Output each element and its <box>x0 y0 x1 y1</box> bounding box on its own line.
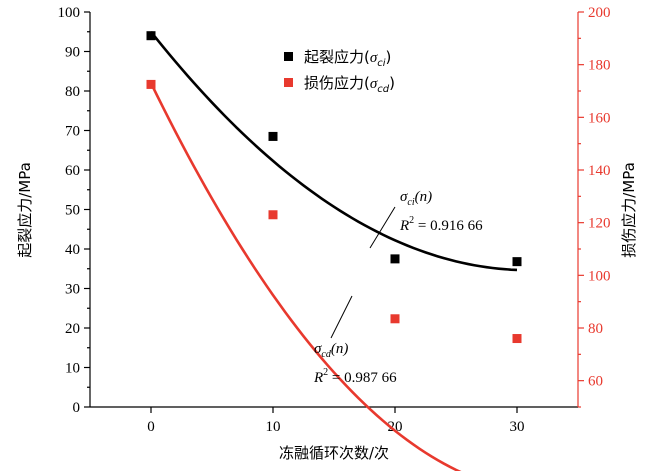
annotation-ci-sub: ci <box>407 197 414 208</box>
right-y-ticks: 60 80 100 120 140 160 180 200 <box>578 5 611 408</box>
annotation-ci-symbol: σ <box>400 189 408 205</box>
annotation-cd-sub: cd <box>321 349 331 360</box>
left-y-tick-label: 90 <box>65 45 80 61</box>
annotation-cd-r-value: = 0.987 66 <box>328 370 397 386</box>
legend-label-cd: 损伤应力(σcd) <box>304 74 395 95</box>
legend-ci-suffix: ) <box>386 48 392 66</box>
annotation-ci-arg: (n) <box>415 189 433 205</box>
annotation-cd-r-sup: 2 <box>323 367 328 378</box>
legend-marker-ci <box>284 52 293 61</box>
data-points <box>146 31 522 344</box>
right-y-axis-title: 损伤应力/MPa <box>620 162 638 258</box>
annotation-ci-r-sup: 2 <box>409 215 414 226</box>
annotation-ci-r2: R2 = 0.916 66 <box>399 215 483 234</box>
data-point-ci <box>512 257 522 267</box>
left-y-tick-label: 40 <box>65 242 80 258</box>
right-y-tick-label: 140 <box>588 163 611 179</box>
legend-cd-symbol: σ <box>370 76 378 92</box>
x-tick-label: 0 <box>147 419 155 435</box>
right-y-tick-label: 160 <box>588 110 611 126</box>
x-tick-label: 10 <box>266 419 281 435</box>
left-y-tick-label: 70 <box>65 124 80 140</box>
legend: 起裂应力(σci) 损伤应力(σcd) <box>284 48 395 95</box>
left-y-axis-title: 起裂应力/MPa <box>16 162 34 258</box>
data-point-cd <box>146 79 156 89</box>
x-tick-label: 30 <box>510 419 525 435</box>
left-y-tick-label: 50 <box>65 203 80 219</box>
annotation-ci-function: σci(n) <box>400 189 432 208</box>
left-y-tick-label: 80 <box>65 84 80 100</box>
right-y-tick-label: 80 <box>588 321 603 337</box>
annotation-cd-function: σcd(n) <box>314 341 348 360</box>
x-axis-title: 冻融循环次数/次 <box>279 444 389 462</box>
annotation-cd-arg: (n) <box>331 341 349 357</box>
left-y-tick-label: 0 <box>73 400 81 416</box>
legend-ci-sub: ci <box>377 58 385 69</box>
legend-cd-sub: cd <box>377 84 389 95</box>
left-y-tick-label: 60 <box>65 163 80 179</box>
left-y-tick-label: 10 <box>65 361 80 377</box>
left-y-ticks: 0 10 20 30 40 50 60 70 80 90 100 <box>58 5 90 416</box>
annotation-ci-leader <box>369 206 396 249</box>
legend-ci-prefix: 起裂应力( <box>304 48 370 66</box>
x-tick-label: 20 <box>388 419 403 435</box>
right-y-tick-label: 180 <box>588 58 611 74</box>
legend-cd-prefix: 损伤应力( <box>304 74 370 92</box>
legend-marker-cd <box>284 78 293 87</box>
left-y-tick-label: 30 <box>65 282 80 298</box>
right-y-tick-label: 120 <box>588 216 611 232</box>
data-point-cd <box>512 334 522 344</box>
right-y-tick-label: 60 <box>588 374 603 390</box>
data-point-ci <box>146 31 156 41</box>
data-point-ci <box>390 254 400 264</box>
x-ticks: 0 10 20 30 <box>147 407 525 435</box>
legend-label-ci: 起裂应力(σci) <box>304 48 391 69</box>
fit-curve-cd <box>149 82 462 471</box>
data-point-ci <box>268 131 278 141</box>
data-point-cd <box>268 210 278 220</box>
annotation-ci-r-label: R <box>399 218 409 234</box>
annotation-cd-r2: R2 = 0.987 66 <box>313 367 397 386</box>
left-y-tick-label: 100 <box>58 5 81 21</box>
legend-ci-symbol: σ <box>370 50 378 66</box>
fit-curves <box>149 30 518 471</box>
right-y-tick-label: 100 <box>588 268 611 284</box>
left-y-tick-label: 20 <box>65 321 80 337</box>
annotation-cd-symbol: σ <box>314 341 322 357</box>
annotation-ci-r-value: = 0.916 66 <box>414 218 483 234</box>
legend-cd-suffix: ) <box>389 74 395 92</box>
annotation-cd-leader <box>330 295 353 339</box>
fit-curve-ci <box>149 30 518 272</box>
right-y-tick-label: 200 <box>588 5 611 21</box>
annotation-cd-r-label: R <box>313 370 323 386</box>
data-point-cd <box>390 314 400 324</box>
